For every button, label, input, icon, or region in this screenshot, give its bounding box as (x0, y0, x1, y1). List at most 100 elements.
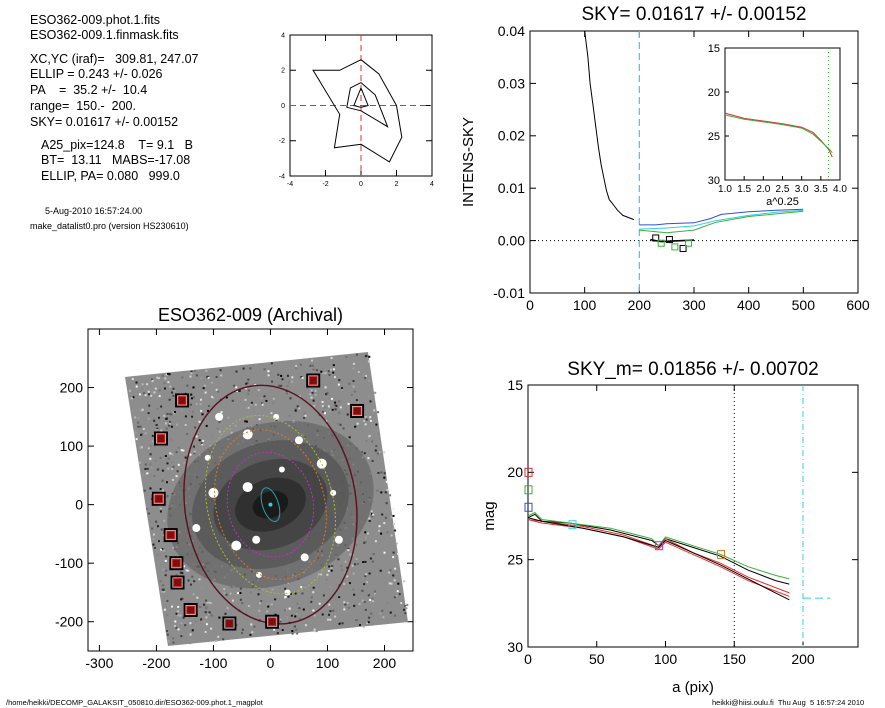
noise-pixel (173, 625, 176, 627)
noise-pixel (285, 392, 288, 395)
noise-pixel (218, 430, 221, 433)
noise-pixel (392, 523, 395, 526)
noise-pixel (160, 548, 163, 551)
noise-pixel (141, 387, 144, 390)
noise-pixel (289, 397, 292, 400)
noise-pixel (347, 549, 350, 552)
noise-pixel (168, 424, 171, 427)
sky-box-inner-5 (166, 530, 176, 540)
noise-pixel (158, 395, 161, 398)
noise-pixel (286, 616, 289, 619)
mask-blob-15 (278, 466, 285, 473)
noise-pixel (312, 609, 315, 612)
noise-pixel (142, 427, 145, 430)
noise-pixel (161, 479, 164, 482)
noise-pixel (312, 586, 315, 589)
noise-pixel (291, 632, 294, 635)
noise-pixel (141, 408, 144, 411)
sky-box-inner-6 (171, 558, 181, 568)
noise-pixel (346, 602, 349, 604)
noise-pixel (156, 407, 159, 410)
noise-pixel (204, 384, 206, 387)
noise-pixel (324, 372, 327, 375)
noise-pixel (274, 613, 277, 616)
noise-pixel (365, 418, 368, 421)
noise-pixel (354, 618, 357, 620)
noise-pixel (272, 402, 275, 405)
noise-pixel (190, 372, 193, 375)
contour-ytick-label-4: 4 (281, 32, 285, 39)
noise-pixel (378, 567, 381, 570)
contour-xtick-label-3: 2 (395, 181, 399, 188)
noise-pixel (389, 494, 392, 497)
noise-pixel (172, 641, 175, 644)
inset-ytick-label-3: 30 (708, 175, 720, 187)
noise-pixel (384, 516, 387, 519)
noise-pixel (166, 630, 168, 632)
noise-pixel (205, 369, 208, 372)
noise-pixel (189, 633, 192, 636)
noise-pixel (294, 592, 297, 595)
noise-pixel (390, 582, 393, 585)
noise-pixel (378, 451, 381, 454)
image-xtick-label-1: -200 (142, 655, 170, 671)
noise-pixel (183, 461, 186, 464)
noise-pixel (312, 622, 315, 625)
noise-pixel (380, 471, 383, 474)
noise-pixel (386, 489, 389, 492)
noise-pixel (383, 551, 386, 554)
noise-pixel (207, 613, 210, 616)
noise-pixel (334, 404, 337, 407)
sky-xtick-label-0: 0 (526, 297, 534, 313)
noise-pixel (151, 527, 154, 530)
noise-pixel (348, 436, 351, 439)
inset-frame (724, 47, 841, 181)
noise-pixel (340, 565, 343, 567)
noise-pixel (250, 403, 253, 406)
noise-pixel (328, 565, 331, 568)
noise-pixel (371, 560, 374, 563)
noise-pixel (294, 408, 297, 411)
noise-pixel (351, 564, 354, 567)
noise-pixel (356, 401, 359, 404)
noise-pixel (340, 624, 343, 627)
noise-pixel (389, 569, 392, 572)
noise-pixel (326, 573, 329, 576)
noise-pixel (170, 413, 173, 416)
noise-pixel (145, 380, 148, 383)
noise-pixel (353, 604, 356, 607)
noise-pixel (380, 491, 383, 494)
noise-pixel (371, 600, 374, 603)
noise-pixel (272, 397, 275, 400)
noise-pixel (378, 529, 381, 532)
noise-pixel (354, 425, 357, 428)
noise-pixel (363, 583, 366, 586)
noise-pixel (301, 376, 304, 379)
sky-xtick-label-1: 100 (573, 297, 597, 313)
noise-pixel (385, 480, 388, 483)
mag-xtick-label-4: 200 (791, 651, 815, 667)
noise-pixel (192, 410, 195, 413)
noise-pixel (330, 368, 333, 371)
noise-pixel (163, 414, 166, 417)
noise-pixel (195, 402, 198, 405)
noise-pixel (259, 602, 261, 605)
noise-pixel (267, 605, 270, 608)
noise-pixel (287, 595, 290, 598)
noise-pixel (219, 369, 222, 372)
noise-pixel (139, 393, 141, 396)
noise-pixel (368, 616, 371, 619)
noise-pixel (171, 605, 173, 608)
noise-pixel (327, 618, 329, 621)
noise-pixel (179, 614, 182, 617)
noise-pixel (394, 614, 396, 617)
mag-marker-3 (568, 520, 577, 530)
mag-series-1 (527, 511, 790, 580)
noise-pixel (250, 401, 253, 404)
sky-xtick-label-2: 200 (628, 297, 652, 313)
noise-pixel (203, 603, 206, 606)
noise-pixel (166, 600, 169, 602)
noise-pixel (394, 529, 396, 532)
mask-blob-6 (330, 489, 337, 496)
noise-pixel (140, 433, 142, 436)
